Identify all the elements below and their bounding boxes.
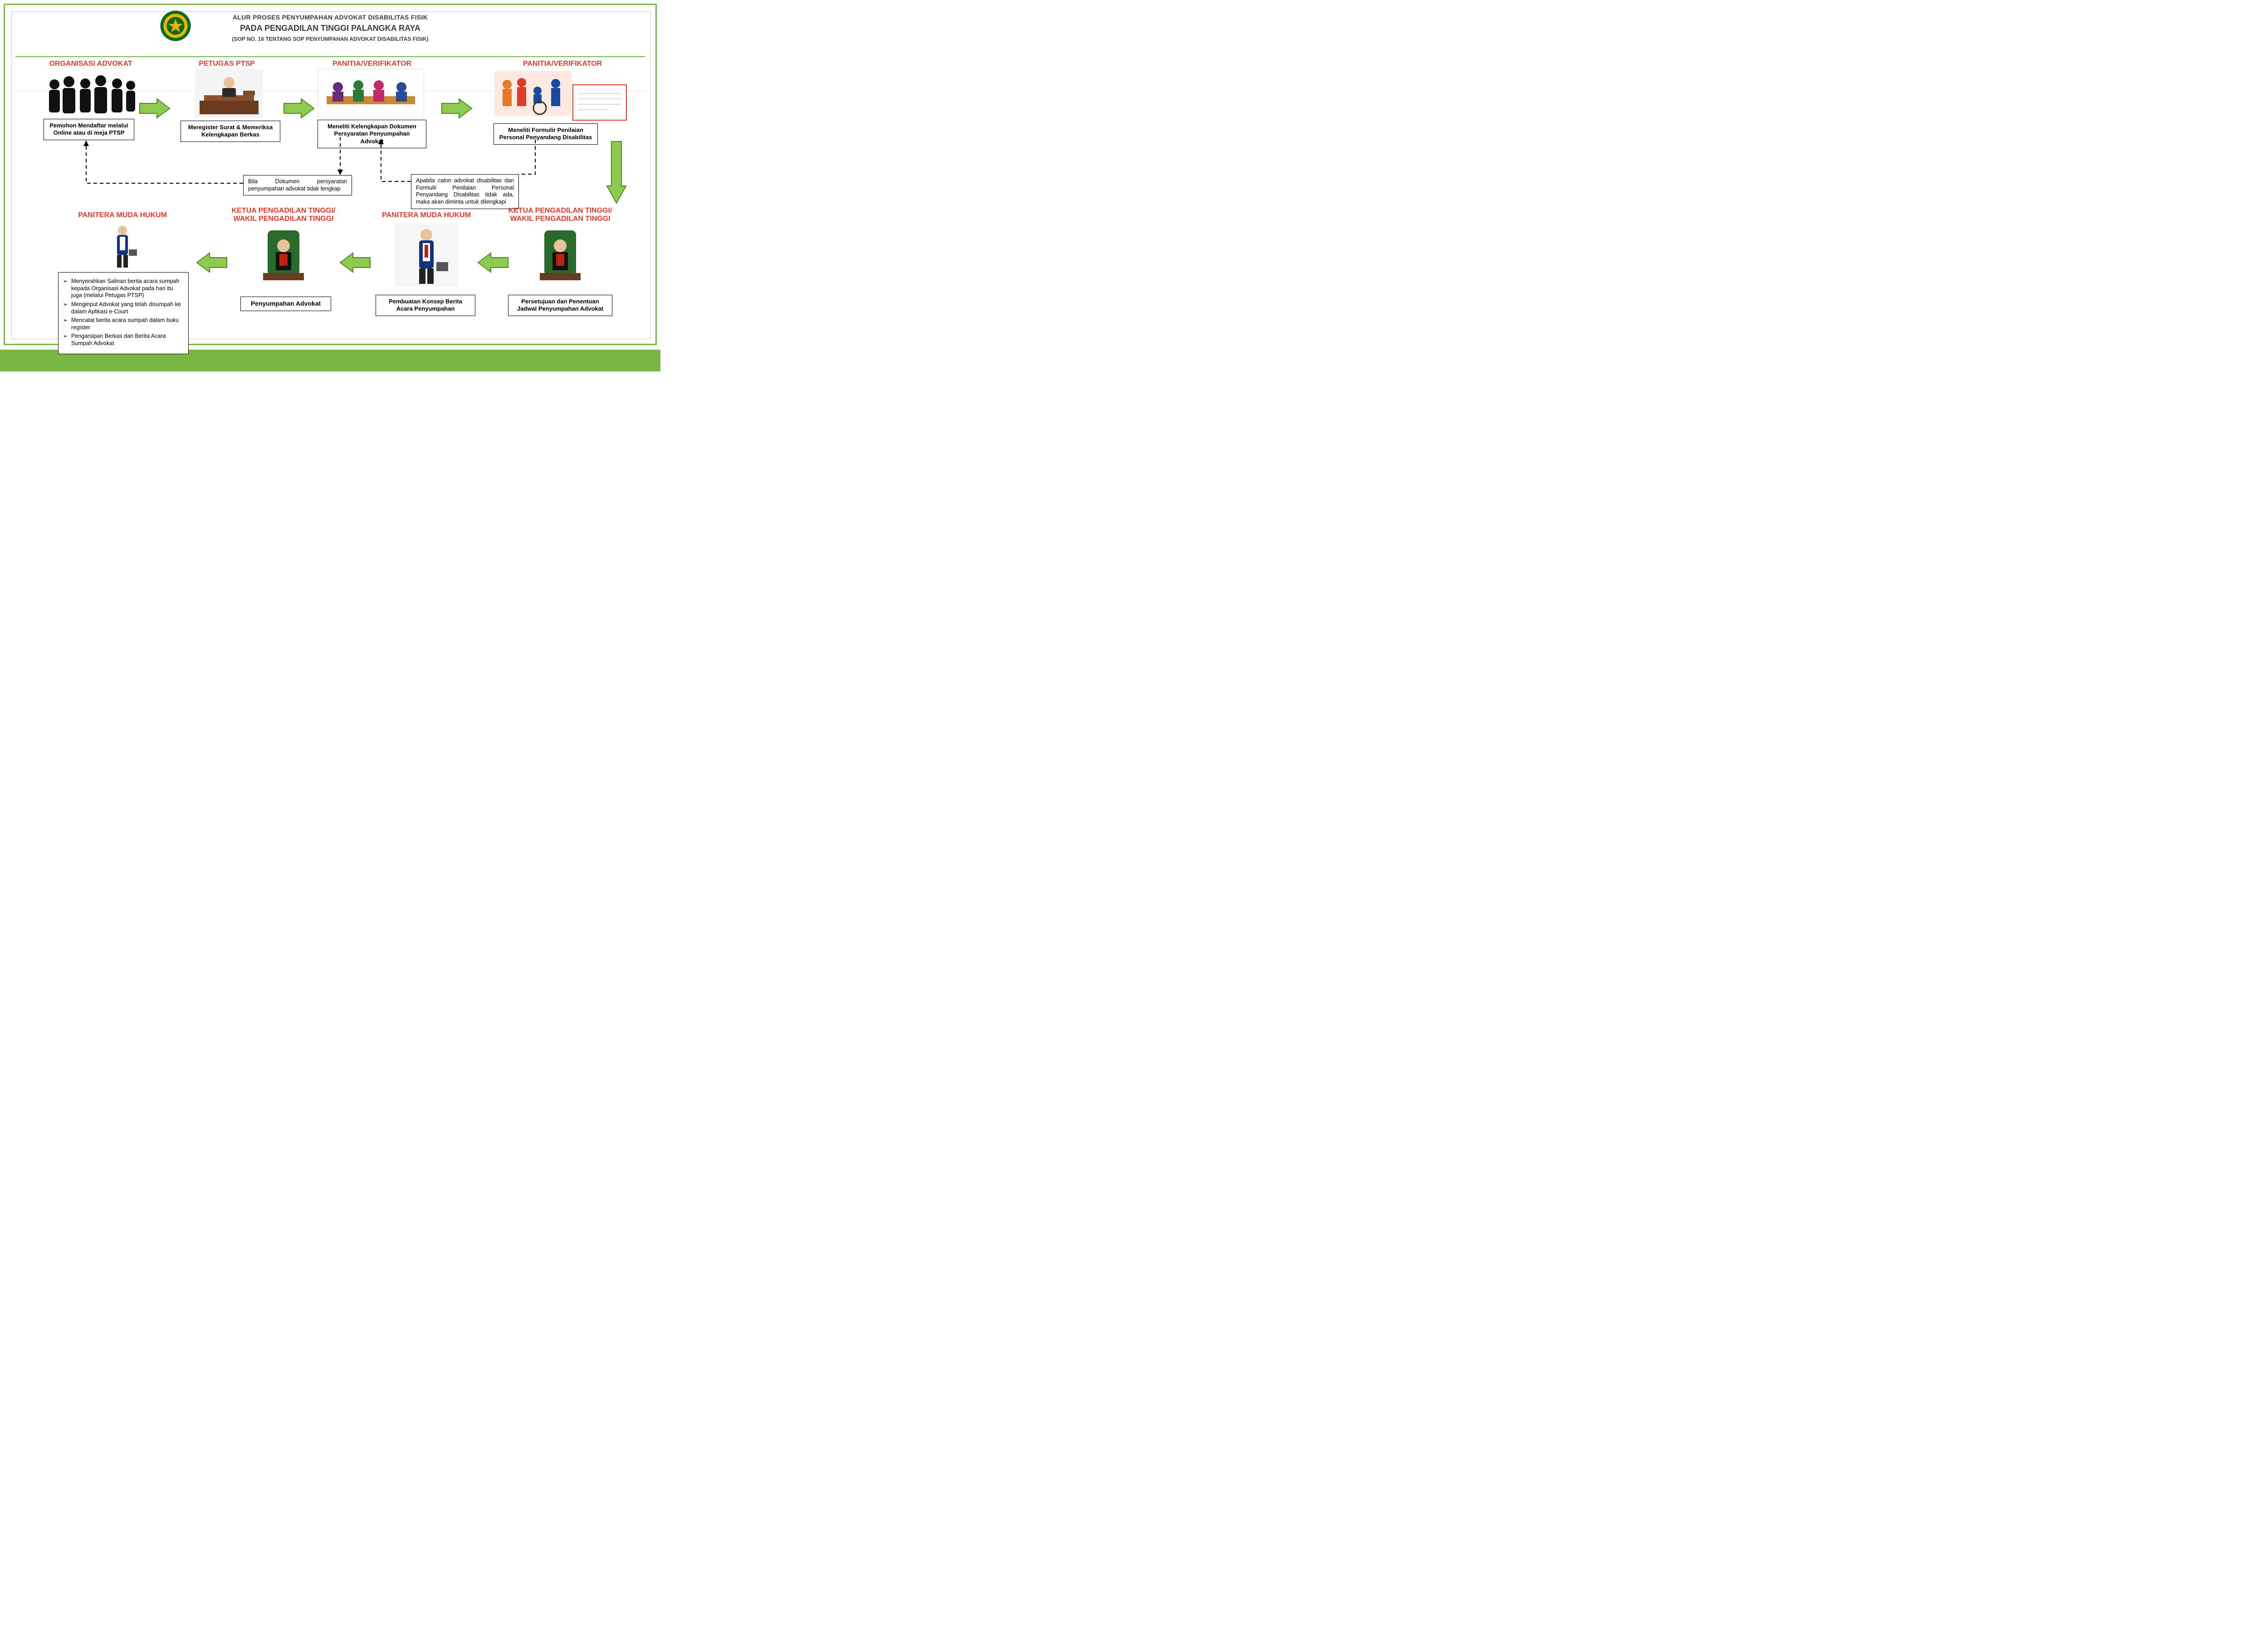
meeting-table-icon (318, 69, 424, 118)
box-konsep: Pembuatan Konsep Berita Acara Penyumpaha… (376, 295, 475, 316)
arrow-left-2 (339, 252, 371, 273)
role-ketua-2: KETUA PENGADILAN TINGGI/ WAKIL PENGADILA… (222, 207, 345, 224)
judge-icon-2 (249, 226, 318, 285)
judge-icon-1 (526, 226, 594, 285)
disability-group-icon (494, 71, 572, 116)
arrow-left-3 (196, 252, 228, 273)
task-item: Menyerahkan Salinan berita acara sumpah … (63, 278, 184, 299)
task-item: Pengarsipan Berkas dan Berita Acara Sump… (63, 333, 184, 347)
role-panitera-1: PANITERA MUDA HUKUM (372, 211, 481, 219)
arrow-left-1 (477, 252, 509, 273)
title-line-3: (SOP NO. 16 TENTANG SOP PENYUMPAHAN ADVO… (0, 36, 660, 42)
box-tasks: Menyerahkan Salinan berita acara sumpah … (58, 272, 189, 354)
title-line-1: ALUR PROSES PENYUMPAHAN ADVOKAT DISABILI… (0, 14, 660, 21)
dashed-return-left (77, 136, 422, 195)
role-panitera-2: PANITERA MUDA HUKUM (68, 211, 177, 219)
arrow-right-2 (283, 98, 315, 119)
header-rule (15, 56, 645, 57)
clerk-icon-1 (395, 223, 458, 287)
desk-officer-icon (195, 69, 263, 118)
task-list: Menyerahkan Salinan berita acara sumpah … (63, 278, 184, 347)
group-people-icon (41, 72, 141, 117)
role-ketua-1: KETUA PENGADILAN TINGGI/ WAKIL PENGADILA… (499, 207, 621, 224)
role-panitia-2: PANITIA/VERIFIKATOR (503, 60, 621, 68)
form-doc-icon (572, 84, 627, 121)
title-line-2: PADA PENGADILAN TINGGI PALANGKA RAYA (0, 24, 660, 33)
dashed-return-right (372, 136, 553, 195)
arrow-right-3 (441, 98, 473, 119)
task-item: Mencatat berita acara sumpah dalam buku … (63, 317, 184, 331)
box-penyumpahan: Penyumpahan Advokat (240, 297, 331, 311)
role-ptsp: PETUGAS PTSP (186, 60, 268, 68)
arrow-down-right (606, 141, 627, 204)
title-block: ALUR PROSES PENYUMPAHAN ADVOKAT DISABILI… (0, 14, 660, 42)
role-organisasi: ORGANISASI ADVOKAT (36, 60, 145, 68)
task-item: Menginput Advokat yang telah disumpah ke… (63, 301, 184, 315)
arrow-right-1 (139, 98, 171, 119)
box-persetujuan: Persetujuan dan Penentuan Jadwal Penyump… (508, 295, 612, 316)
role-panitia-1: PANITIA/VERIFIKATOR (313, 60, 431, 68)
clerk-icon-2 (104, 224, 141, 269)
